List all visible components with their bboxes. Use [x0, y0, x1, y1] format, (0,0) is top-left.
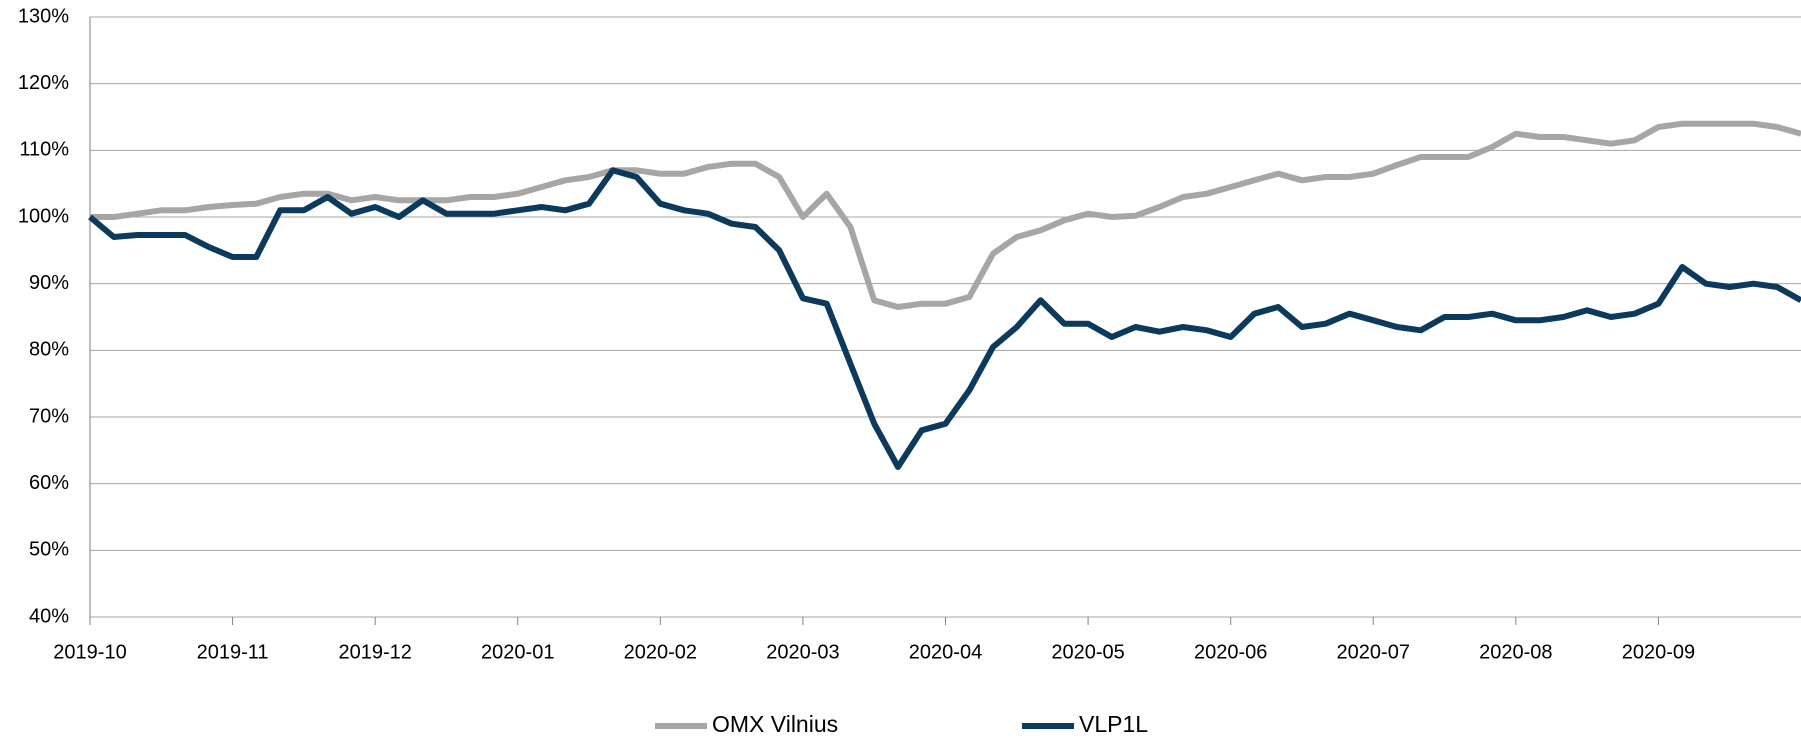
y-tick-label: 70%	[29, 405, 69, 427]
y-tick-label: 100%	[18, 205, 69, 227]
x-tick-label: 2020-05	[1051, 641, 1124, 663]
x-tick-label: 2020-09	[1622, 641, 1695, 663]
y-tick-label: 50%	[29, 539, 69, 561]
x-tick-label: 2019-11	[197, 641, 269, 663]
x-tick-label: 2020-03	[766, 641, 839, 663]
y-tick-label: 40%	[29, 605, 69, 627]
y-tick-label: 110%	[19, 139, 69, 161]
legend-label: VLP1L	[1079, 711, 1148, 737]
x-tick-label: 2020-07	[1337, 641, 1410, 663]
y-tick-label: 80%	[29, 339, 69, 361]
y-tick-label: 60%	[29, 472, 69, 494]
y-tick-label: 90%	[29, 272, 69, 294]
x-tick-label: 2019-12	[338, 641, 411, 663]
x-tick-label: 2019-10	[53, 641, 126, 663]
x-tick-label: 2020-06	[1194, 641, 1267, 663]
y-tick-label: 130%	[18, 5, 69, 27]
x-tick-label: 2020-02	[624, 641, 697, 663]
legend-label: OMX Vilnius	[712, 711, 838, 737]
x-tick-label: 2020-01	[481, 641, 554, 663]
x-tick-label: 2020-08	[1479, 641, 1552, 663]
series-line	[88, 167, 1801, 470]
y-tick-label: 120%	[18, 72, 69, 94]
series-line	[90, 120, 1801, 310]
x-tick-label: 2020-04	[909, 641, 982, 663]
